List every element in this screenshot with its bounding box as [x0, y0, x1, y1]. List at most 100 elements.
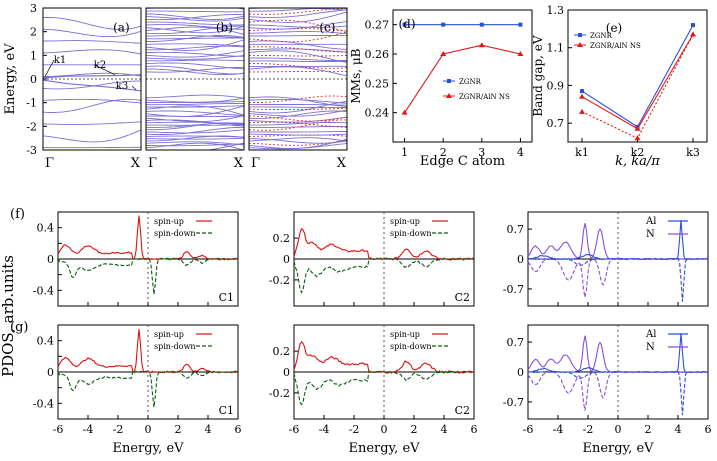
pdos-spin-down-curve	[293, 257, 475, 294]
pdos-legend-up-label: spin-up	[390, 330, 420, 339]
pdos-atom-tag: C1	[219, 404, 234, 417]
band-line	[249, 40, 347, 50]
band-line	[146, 141, 244, 146]
chart-e-point	[580, 89, 584, 94]
band-line	[146, 142, 244, 150]
pdos-ytick-label: 0	[283, 253, 290, 266]
chart-e-legend-label: ZGNR/AlN NS	[590, 42, 641, 50]
band-line	[249, 96, 347, 107]
pdos-atom-tag: C2	[455, 291, 470, 304]
chart-d-frame	[392, 9, 533, 143]
band-line	[249, 137, 347, 142]
chart-d-ytick-label: 0.27	[365, 19, 390, 32]
band-line	[43, 98, 141, 104]
band-line	[249, 107, 347, 111]
band-line	[146, 121, 244, 125]
band-line	[146, 14, 244, 21]
chart-e-legend-label: ZGNR	[590, 32, 613, 40]
band-line	[249, 8, 347, 11]
band-line	[146, 135, 244, 142]
band-line	[146, 68, 244, 76]
pdos-al-down-curve	[527, 257, 709, 302]
band-line	[249, 46, 347, 53]
pdos-ytick-label: -0.4	[33, 397, 54, 410]
pdos-ytick-label: 0	[47, 366, 54, 379]
band-line	[146, 55, 244, 60]
chart-e-xtick-label: k3	[686, 146, 700, 159]
band-line	[146, 45, 244, 51]
pdos-ytick-label: -0.7	[503, 396, 524, 409]
band-line	[146, 119, 244, 127]
chart-d-point	[517, 51, 524, 56]
band-line	[146, 94, 244, 99]
chart-e-point	[634, 125, 641, 131]
pdos-ytick-label: 0.7	[507, 223, 525, 236]
band-line	[249, 48, 347, 53]
chart-d-ytick-label: 0.25	[365, 77, 390, 90]
band-line	[249, 24, 347, 28]
pdos-ytick-label: 0	[517, 366, 524, 379]
chart-d-legend-label: ZGNR	[459, 78, 482, 86]
band-ytick-label: 0	[30, 73, 37, 86]
band-line	[249, 115, 347, 122]
band-line	[249, 57, 347, 62]
pdos-xtick-label: 6	[471, 423, 478, 436]
chart-d-point	[440, 51, 447, 56]
kpoint-label: k1	[54, 55, 66, 66]
pdos-al-down-curve	[527, 370, 709, 416]
band-line	[146, 105, 244, 108]
band-ylabel: Energy, eV	[3, 43, 18, 115]
band-line	[249, 21, 347, 30]
band-line	[146, 8, 244, 10]
band-line	[146, 103, 244, 106]
band-line	[146, 10, 244, 13]
pdos-spin-down-curve	[57, 257, 239, 295]
chart-d-point	[401, 109, 408, 115]
pdos-xtick-label: 0	[615, 423, 622, 436]
chart-e-point	[579, 108, 585, 114]
chart-e-point	[579, 93, 585, 99]
chart-e-frame	[567, 9, 708, 143]
chart-e-ytick-label: 1.3	[547, 4, 565, 17]
chart-e-series-line	[581, 24, 694, 128]
band-line	[249, 138, 347, 144]
chart-d-xtick-label: 1	[401, 146, 408, 159]
band-line	[146, 126, 244, 135]
kpoint-pointer	[93, 64, 116, 76]
chart-e-panel-label: (e)	[606, 21, 622, 35]
chart-e-legend-marker	[578, 33, 582, 37]
band-line	[146, 59, 244, 62]
band-line	[43, 28, 141, 38]
chart-e-xtick-label: k2	[631, 146, 645, 159]
band-line	[146, 142, 244, 150]
pdos-xtick-label: -2	[113, 423, 124, 436]
band-line	[146, 110, 244, 116]
band-panel-frame	[145, 7, 245, 151]
pdos-xtick-label: 4	[675, 423, 682, 436]
band-lines-group	[249, 8, 347, 150]
chart-d-ylabel: MMs, μB	[349, 48, 363, 103]
band-line	[146, 13, 244, 20]
pdos-ytick-label: -0.4	[33, 284, 54, 297]
band-line	[249, 116, 347, 123]
band-panel-frame	[248, 7, 348, 151]
chart-d-point	[479, 22, 484, 27]
pdos-xtick-label: 2	[175, 423, 182, 436]
band-line	[146, 34, 244, 42]
pdos-ytick-label: -0.2	[269, 274, 290, 287]
band-line	[249, 131, 347, 133]
chart-d-series-line	[404, 44, 521, 114]
pdos-xtick-label: -6	[53, 423, 64, 436]
band-line	[249, 9, 347, 18]
band-line	[249, 50, 347, 63]
band-line	[146, 115, 244, 118]
band-xtick-gamma: Γ	[148, 156, 157, 171]
pdos-ylabel: PDOS, arb.units	[0, 255, 17, 377]
band-line	[146, 65, 244, 75]
band-ytick-label: -2	[26, 120, 37, 133]
pdos-row-label: (g)	[10, 320, 28, 335]
band-line	[146, 43, 244, 47]
chart-e-point	[691, 23, 695, 28]
band-xtick-x: X	[131, 156, 141, 171]
band-ytick-label: 3	[30, 2, 37, 15]
